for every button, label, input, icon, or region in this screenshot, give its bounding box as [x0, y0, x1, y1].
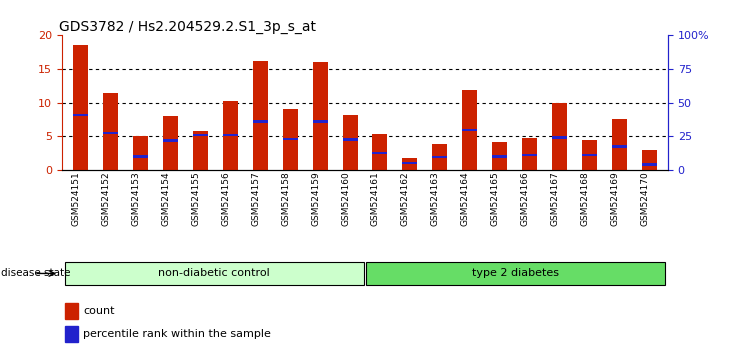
Bar [193, 131, 207, 170]
Bar [432, 156, 447, 158]
Bar [163, 116, 177, 170]
Bar [342, 115, 358, 170]
Text: GSM524152: GSM524152 [101, 172, 110, 226]
Text: percentile rank within the sample: percentile rank within the sample [83, 329, 271, 339]
Text: GSM524158: GSM524158 [281, 172, 290, 226]
Text: GSM524166: GSM524166 [521, 172, 530, 226]
Bar [493, 142, 507, 170]
Bar [493, 155, 507, 158]
Text: GSM524170: GSM524170 [641, 172, 650, 226]
Bar [312, 120, 328, 123]
Bar [402, 162, 418, 164]
Bar [523, 154, 537, 156]
Bar [102, 92, 118, 170]
Bar [102, 132, 118, 134]
Text: GSM524168: GSM524168 [581, 172, 590, 226]
Bar [583, 140, 597, 170]
Bar [583, 154, 597, 156]
Bar [342, 138, 358, 141]
Bar [65, 262, 364, 285]
Bar [553, 136, 567, 139]
Text: GSM524159: GSM524159 [311, 172, 320, 226]
Bar [133, 136, 147, 170]
Bar [372, 152, 388, 154]
Bar [553, 103, 567, 170]
Text: GSM524160: GSM524160 [341, 172, 350, 226]
Text: GDS3782 / Hs2.204529.2.S1_3p_s_at: GDS3782 / Hs2.204529.2.S1_3p_s_at [59, 21, 316, 34]
Text: GSM524161: GSM524161 [371, 172, 380, 226]
Bar [72, 45, 88, 170]
Bar [463, 90, 477, 170]
Text: GSM524163: GSM524163 [431, 172, 440, 226]
Bar [223, 101, 237, 170]
Bar [523, 138, 537, 170]
Bar [612, 145, 628, 148]
Bar [65, 303, 78, 319]
Bar [432, 144, 447, 170]
Text: GSM524154: GSM524154 [161, 172, 170, 226]
Bar [402, 158, 418, 170]
Text: GSM524162: GSM524162 [401, 172, 410, 226]
Bar [366, 262, 665, 285]
Text: GSM524157: GSM524157 [251, 172, 260, 226]
Text: disease state: disease state [1, 268, 71, 279]
Bar [223, 134, 237, 136]
Bar [253, 120, 267, 123]
Text: GSM524155: GSM524155 [191, 172, 200, 226]
Text: GSM524153: GSM524153 [131, 172, 140, 226]
Text: count: count [83, 306, 115, 316]
Bar [253, 61, 267, 170]
Text: GSM524164: GSM524164 [461, 172, 470, 226]
Text: GSM524167: GSM524167 [551, 172, 560, 226]
Bar [642, 150, 658, 170]
Text: GSM524156: GSM524156 [221, 172, 230, 226]
Bar [283, 109, 298, 170]
Bar [72, 114, 88, 116]
Text: GSM524165: GSM524165 [491, 172, 500, 226]
Bar [312, 62, 328, 170]
Text: non-diabetic control: non-diabetic control [158, 268, 270, 279]
Bar [65, 326, 78, 342]
Bar [463, 129, 477, 131]
Bar [283, 138, 298, 140]
Bar [163, 139, 177, 142]
Text: GSM524151: GSM524151 [71, 172, 80, 226]
Bar [193, 134, 207, 136]
Text: GSM524169: GSM524169 [611, 172, 620, 226]
Bar [642, 163, 658, 166]
Text: type 2 diabetes: type 2 diabetes [472, 268, 559, 279]
Bar [133, 155, 147, 158]
Bar [372, 133, 388, 170]
Bar [612, 119, 628, 170]
